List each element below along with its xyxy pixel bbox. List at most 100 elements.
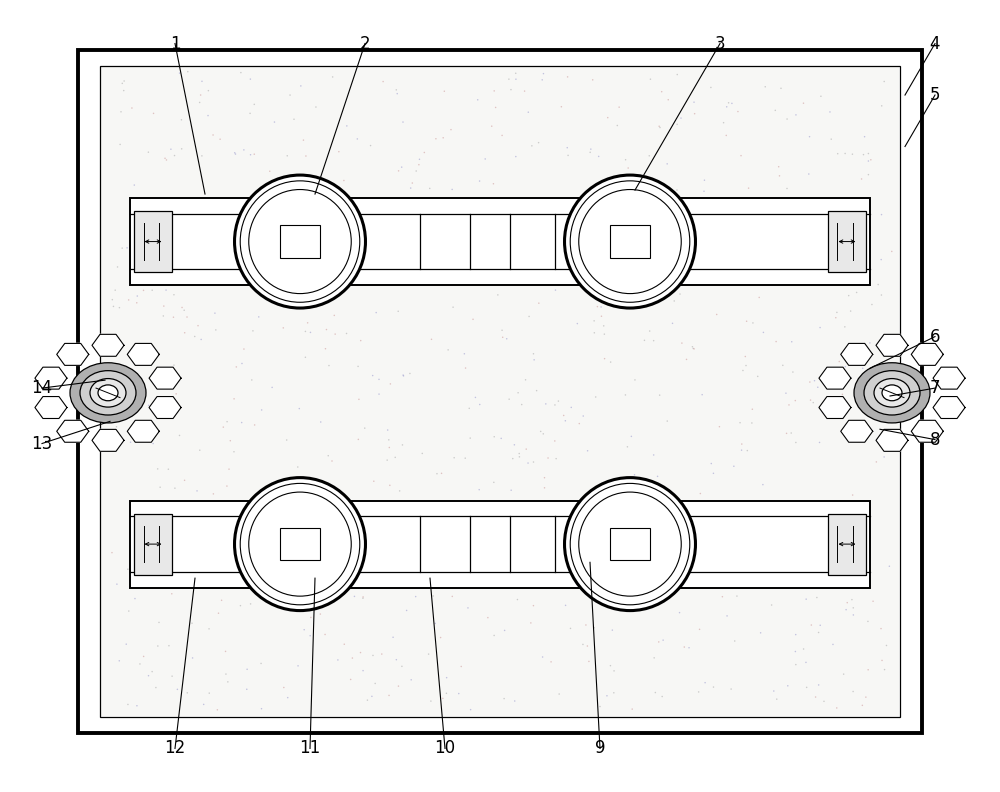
Point: [809, 591, 825, 604]
Point: [112, 138, 128, 150]
Point: [837, 321, 853, 333]
Point: [411, 158, 427, 171]
Polygon shape: [127, 344, 159, 365]
Point: [874, 654, 890, 667]
Point: [734, 444, 750, 456]
Point: [120, 563, 136, 576]
Point: [388, 83, 404, 96]
Point: [357, 422, 373, 435]
Point: [508, 73, 524, 86]
Point: [389, 87, 405, 100]
Point: [318, 323, 334, 336]
Point: [533, 425, 549, 438]
Point: [158, 284, 174, 296]
Point: [575, 409, 591, 422]
Point: [145, 437, 161, 450]
Point: [380, 424, 396, 436]
Point: [151, 616, 167, 629]
Point: [593, 310, 609, 322]
Bar: [610, 528, 650, 560]
Text: 7: 7: [930, 379, 940, 397]
Point: [623, 430, 639, 443]
Point: [105, 300, 121, 313]
Point: [505, 452, 521, 465]
Point: [503, 83, 519, 96]
Point: [290, 461, 306, 474]
Point: [837, 360, 853, 373]
Point: [296, 623, 312, 636]
Point: [858, 691, 874, 703]
Point: [339, 120, 355, 132]
Point: [403, 181, 419, 194]
Text: 6: 6: [930, 328, 940, 345]
Point: [214, 594, 230, 607]
Point: [209, 703, 225, 716]
Point: [177, 326, 193, 339]
Point: [194, 75, 210, 88]
Point: [862, 337, 878, 349]
Point: [876, 451, 892, 463]
Point: [155, 310, 171, 322]
Point: [114, 77, 130, 89]
Point: [440, 344, 456, 356]
Point: [620, 162, 636, 174]
Point: [291, 402, 307, 415]
Point: [517, 85, 533, 97]
Point: [811, 679, 827, 691]
Point: [123, 436, 139, 448]
Point: [878, 639, 894, 652]
Point: [588, 390, 604, 403]
Point: [714, 590, 730, 603]
Point: [435, 692, 451, 705]
Point: [157, 152, 173, 165]
Circle shape: [80, 371, 136, 415]
Text: 2: 2: [360, 35, 370, 52]
Point: [150, 463, 166, 475]
Point: [799, 681, 815, 694]
Point: [121, 605, 137, 618]
Point: [524, 139, 540, 152]
Point: [331, 145, 347, 158]
Point: [246, 148, 262, 161]
Point: [831, 355, 847, 367]
Point: [771, 169, 787, 182]
Point: [739, 315, 755, 328]
Polygon shape: [819, 397, 851, 418]
Point: [618, 154, 634, 166]
Point: [490, 288, 506, 301]
Point: [531, 297, 547, 310]
Point: [807, 375, 823, 387]
Point: [411, 153, 427, 166]
Point: [510, 386, 526, 399]
Point: [788, 436, 804, 449]
Point: [144, 665, 160, 678]
Point: [873, 253, 889, 266]
Point: [755, 478, 771, 491]
Point: [845, 417, 861, 429]
Point: [152, 481, 168, 493]
Polygon shape: [819, 367, 851, 389]
Point: [286, 284, 302, 297]
Bar: [130, 501, 870, 588]
Point: [390, 305, 406, 318]
Point: [757, 81, 773, 93]
Point: [650, 470, 666, 482]
Bar: [101, 67, 899, 716]
Point: [744, 417, 760, 429]
Point: [436, 85, 452, 97]
Point: [540, 451, 556, 464]
Point: [802, 375, 818, 388]
Point: [132, 657, 148, 670]
Polygon shape: [841, 344, 873, 365]
Point: [135, 344, 151, 356]
Point: [734, 438, 750, 451]
Point: [234, 357, 250, 370]
Polygon shape: [876, 429, 908, 451]
Point: [136, 650, 152, 663]
Point: [344, 652, 360, 664]
Point: [408, 590, 424, 603]
Point: [438, 687, 454, 699]
Bar: [134, 513, 172, 574]
Point: [326, 309, 342, 322]
Point: [592, 700, 608, 713]
